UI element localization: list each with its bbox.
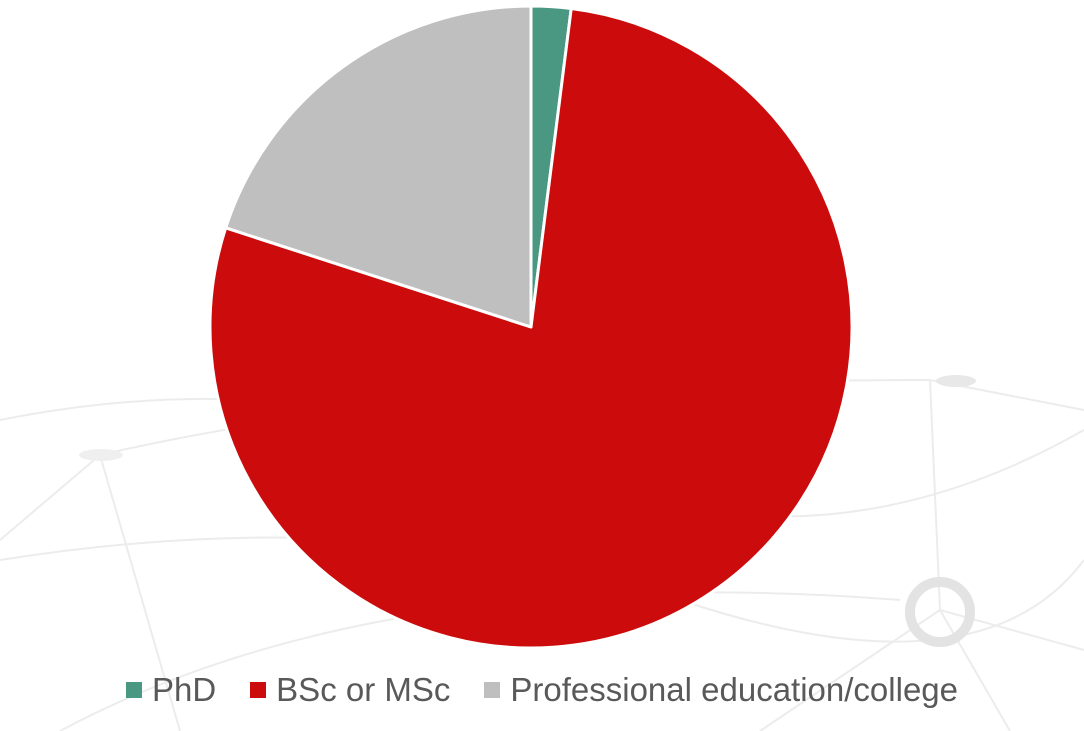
legend-item-professional-education-college: Professional education/college	[484, 671, 958, 709]
pie-slices	[208, 4, 854, 650]
legend-swatch-phd	[125, 682, 142, 698]
legend-swatch-professional-education-college	[484, 682, 501, 698]
legend-item-bsc-or-msc: BSc or MSc	[250, 671, 450, 709]
legend-label-bsc-or-msc: BSc or MSc	[276, 671, 451, 708]
chart-legend: PhD BSc or MSc Professional education/coll…	[0, 660, 1084, 720]
pie-slice-professional-education-college	[224, 4, 533, 329]
legend-item-phd: PhD	[125, 671, 217, 709]
legend-label-professional-education-college: Professional education/college	[510, 671, 959, 708]
legend-swatch-bsc-or-msc	[250, 682, 267, 698]
legend-label-phd: PhD	[151, 671, 217, 708]
